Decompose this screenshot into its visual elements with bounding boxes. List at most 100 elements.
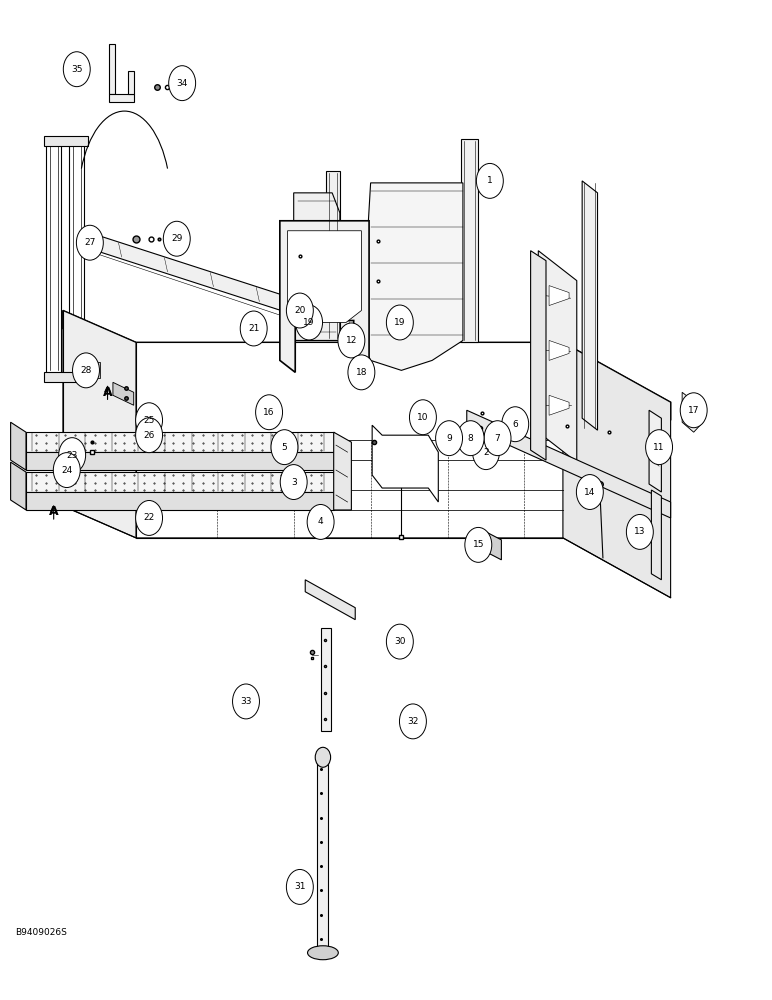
Circle shape [232, 684, 259, 719]
Text: 22: 22 [144, 513, 154, 522]
Circle shape [472, 435, 499, 470]
Text: 23: 23 [66, 451, 78, 460]
Circle shape [476, 163, 503, 198]
Polygon shape [109, 44, 115, 94]
Text: 16: 16 [263, 408, 275, 417]
Circle shape [136, 500, 163, 535]
Polygon shape [317, 759, 328, 949]
Text: 18: 18 [356, 368, 367, 377]
Circle shape [645, 430, 672, 465]
Text: 31: 31 [294, 882, 306, 891]
Polygon shape [128, 71, 134, 94]
Text: 20: 20 [294, 306, 306, 315]
Text: 13: 13 [634, 527, 645, 536]
Polygon shape [462, 139, 479, 342]
Polygon shape [549, 286, 569, 306]
Circle shape [386, 305, 413, 340]
Circle shape [63, 52, 90, 87]
Text: 25: 25 [144, 416, 154, 425]
Polygon shape [279, 221, 369, 372]
Text: 7: 7 [495, 434, 500, 443]
Text: 19: 19 [303, 318, 315, 327]
Polygon shape [293, 193, 340, 340]
Text: 26: 26 [144, 431, 154, 440]
Polygon shape [44, 136, 87, 146]
Polygon shape [90, 233, 377, 341]
Polygon shape [467, 410, 671, 518]
Text: 9: 9 [446, 434, 452, 443]
Polygon shape [326, 171, 340, 340]
Circle shape [286, 293, 313, 328]
Polygon shape [63, 311, 671, 420]
Circle shape [296, 305, 323, 340]
Circle shape [484, 421, 511, 456]
Text: 11: 11 [653, 443, 665, 452]
Circle shape [465, 527, 492, 562]
Text: 14: 14 [584, 488, 595, 497]
Circle shape [409, 400, 436, 435]
Polygon shape [26, 492, 334, 510]
Polygon shape [63, 311, 136, 538]
Circle shape [399, 704, 426, 739]
Circle shape [76, 225, 103, 260]
Circle shape [280, 465, 307, 500]
Polygon shape [652, 490, 662, 580]
Text: 8: 8 [468, 434, 473, 443]
Text: 10: 10 [417, 413, 428, 422]
Text: 35: 35 [71, 65, 83, 74]
Polygon shape [549, 340, 569, 360]
Polygon shape [320, 628, 330, 731]
Circle shape [136, 403, 163, 438]
Text: 33: 33 [240, 697, 252, 706]
Text: 1: 1 [487, 176, 493, 185]
Circle shape [169, 66, 195, 101]
Text: 15: 15 [472, 540, 484, 549]
Polygon shape [26, 432, 334, 452]
Text: B9409026S: B9409026S [15, 928, 67, 937]
Circle shape [348, 355, 375, 390]
Text: 34: 34 [177, 79, 188, 88]
Text: A: A [49, 505, 59, 518]
Text: 3: 3 [291, 478, 296, 487]
Circle shape [271, 430, 298, 465]
Polygon shape [44, 372, 87, 382]
Polygon shape [361, 183, 463, 370]
Polygon shape [69, 141, 84, 380]
Polygon shape [582, 181, 598, 430]
Polygon shape [682, 392, 703, 432]
Circle shape [338, 323, 365, 358]
Polygon shape [538, 251, 577, 462]
Circle shape [136, 418, 163, 453]
Circle shape [626, 514, 653, 549]
Ellipse shape [307, 946, 338, 960]
Text: 17: 17 [688, 406, 699, 415]
Text: 21: 21 [248, 324, 259, 333]
Polygon shape [287, 231, 361, 322]
Text: 32: 32 [408, 717, 418, 726]
Text: 30: 30 [394, 637, 405, 646]
Text: 4: 4 [318, 517, 323, 526]
Polygon shape [26, 472, 334, 492]
Circle shape [386, 624, 413, 659]
Text: 24: 24 [61, 466, 73, 475]
Circle shape [307, 504, 334, 539]
Text: 2: 2 [483, 448, 489, 457]
Polygon shape [11, 422, 26, 470]
Circle shape [457, 421, 484, 456]
Text: 5: 5 [282, 443, 287, 452]
Polygon shape [649, 410, 662, 492]
Text: 6: 6 [513, 420, 518, 429]
Text: 12: 12 [346, 336, 357, 345]
Polygon shape [563, 342, 671, 598]
Text: 19: 19 [394, 318, 405, 327]
Text: A: A [103, 386, 113, 399]
Text: 28: 28 [80, 366, 92, 375]
Polygon shape [11, 462, 26, 510]
Polygon shape [482, 530, 501, 560]
Polygon shape [334, 432, 351, 510]
Text: 29: 29 [171, 234, 182, 243]
Polygon shape [113, 382, 134, 405]
Circle shape [315, 747, 330, 767]
Circle shape [73, 353, 100, 388]
Circle shape [286, 869, 313, 904]
